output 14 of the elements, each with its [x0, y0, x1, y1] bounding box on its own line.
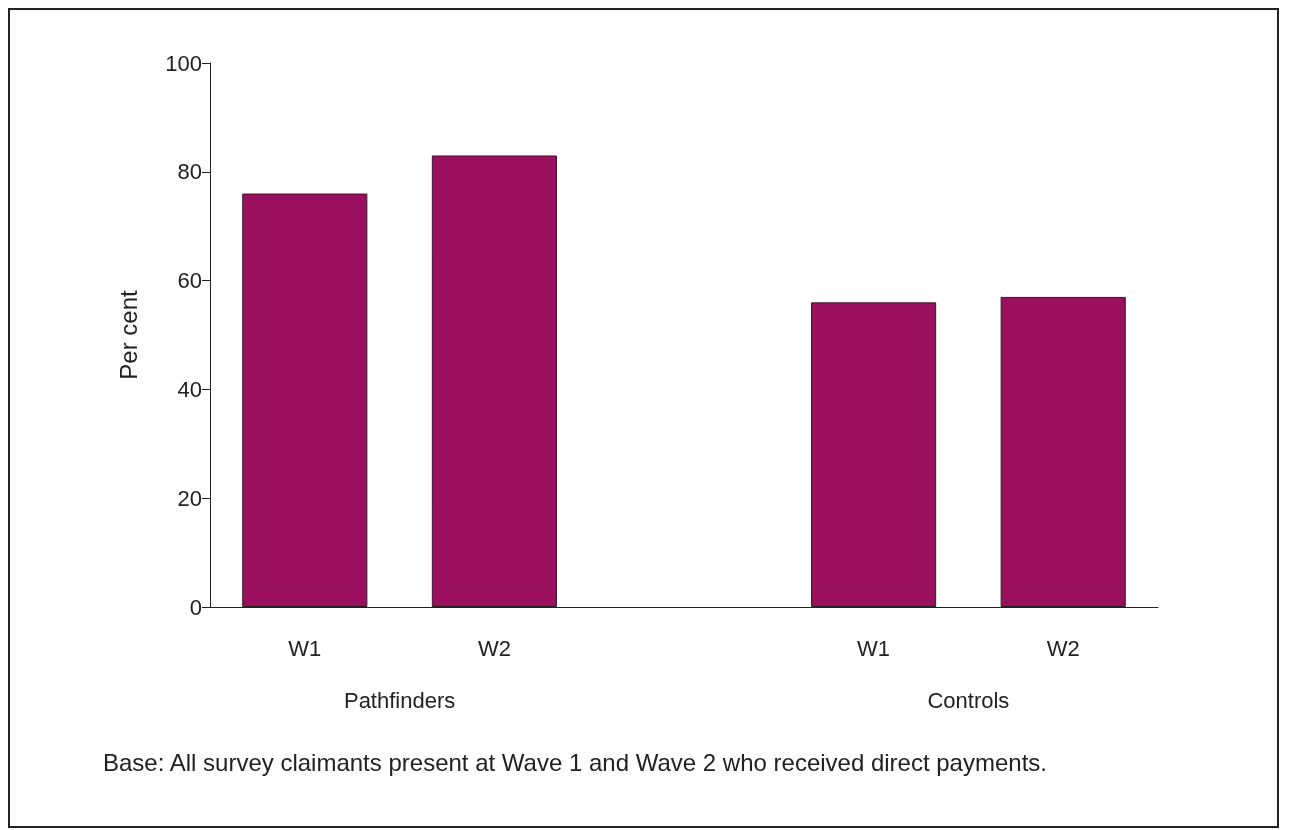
y-tick-label: 0 [189, 594, 202, 620]
y-tick-label: 80 [177, 159, 202, 185]
text: Controls [927, 687, 1010, 713]
x-tick-label: W1 [857, 635, 891, 661]
y-tick-label: 20 [177, 485, 202, 511]
x-tick-label: W1 [288, 635, 322, 661]
y-axis-title: Per cent [114, 289, 142, 380]
text: Base: All survey claimants present at Wave 1 and Wave 2 who received direct payments. [103, 748, 1047, 776]
y-tick-label: 40 [177, 376, 202, 402]
y-tick-label: 100 [165, 50, 202, 76]
x-tick-label: W2 [477, 635, 511, 661]
y-tick-label: 60 [177, 268, 202, 294]
text: Pathfinders [343, 687, 456, 713]
x-tick-label: W2 [1046, 635, 1080, 661]
